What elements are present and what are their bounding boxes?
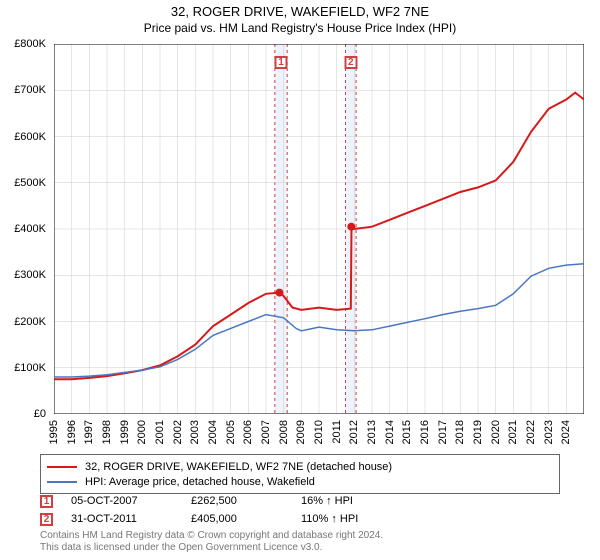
x-tick-label: 2024 [560,420,572,444]
y-tick-label: £500K [14,177,46,189]
plot-area: 12 [54,44,584,414]
x-tick-label: 2023 [543,420,555,444]
x-tick-label: 2002 [172,420,184,444]
x-tick-label: 2020 [490,420,502,444]
y-axis: £0£100K£200K£300K£400K£500K£600K£700K£80… [0,44,50,414]
y-tick-label: £600K [14,131,46,143]
event-delta: 110% ↑ HPI [301,513,421,525]
x-tick-label: 2012 [348,420,360,444]
event-date: 31-OCT-2011 [71,513,191,525]
legend-swatch [47,466,77,468]
x-tick-label: 2013 [366,420,378,444]
chart-event-marker: 2 [344,56,357,69]
x-tick-label: 2011 [331,420,343,444]
chart-subtitle: Price paid vs. HM Land Registry's House … [0,21,600,37]
x-tick-label: 1999 [119,420,131,444]
x-tick-label: 2010 [313,420,325,444]
legend-label: 32, ROGER DRIVE, WAKEFIELD, WF2 7NE (det… [85,461,392,473]
x-axis: 1995199619971998199920002001200220032004… [54,416,584,456]
x-tick-label: 2004 [207,420,219,444]
event-marker-icon: 2 [40,513,53,526]
legend: 32, ROGER DRIVE, WAKEFIELD, WF2 7NE (det… [40,454,560,494]
legend-item: 32, ROGER DRIVE, WAKEFIELD, WF2 7NE (det… [47,459,553,474]
event-price: £405,000 [191,513,301,525]
x-tick-label: 2014 [384,420,396,444]
title-block: 32, ROGER DRIVE, WAKEFIELD, WF2 7NE Pric… [0,0,600,36]
event-row: 2 31-OCT-2011£405,000110% ↑ HPI [40,510,421,528]
x-tick-label: 1997 [83,420,95,444]
x-tick-label: 2007 [260,420,272,444]
chart-container: 32, ROGER DRIVE, WAKEFIELD, WF2 7NE Pric… [0,0,600,560]
y-tick-label: £800K [14,38,46,50]
event-delta: 16% ↑ HPI [301,495,421,507]
x-tick-label: 2021 [507,420,519,444]
y-tick-label: £100K [14,362,46,374]
event-price: £262,500 [191,495,301,507]
y-tick-label: £400K [14,223,46,235]
legend-label: HPI: Average price, detached house, Wake… [85,476,315,488]
x-tick-label: 2008 [278,420,290,444]
chart-event-marker: 1 [275,56,288,69]
x-tick-label: 2019 [472,420,484,444]
x-tick-label: 2000 [136,420,148,444]
x-tick-label: 2005 [225,420,237,444]
footer-attribution: Contains HM Land Registry data © Crown c… [40,530,383,554]
event-marker-icon: 1 [40,495,53,508]
x-tick-label: 1996 [66,420,78,444]
footer-line-2: This data is licensed under the Open Gov… [40,542,383,554]
x-tick-label: 2001 [154,420,166,444]
x-tick-label: 2017 [437,420,449,444]
y-tick-label: £700K [14,84,46,96]
x-tick-label: 1995 [48,420,60,444]
footer-line-1: Contains HM Land Registry data © Crown c… [40,530,383,542]
x-tick-label: 2006 [242,420,254,444]
x-tick-label: 2003 [189,420,201,444]
event-date: 05-OCT-2007 [71,495,191,507]
chart-title: 32, ROGER DRIVE, WAKEFIELD, WF2 7NE [0,4,600,21]
y-tick-label: £300K [14,269,46,281]
x-tick-label: 2022 [525,420,537,444]
legend-swatch [47,481,77,483]
x-tick-label: 2009 [295,420,307,444]
x-tick-label: 1998 [101,420,113,444]
legend-item: HPI: Average price, detached house, Wake… [47,474,553,489]
chart-svg [54,44,584,414]
y-tick-label: £200K [14,316,46,328]
event-row: 1 05-OCT-2007£262,50016% ↑ HPI [40,492,421,510]
x-tick-label: 2015 [401,420,413,444]
x-tick-label: 2016 [419,420,431,444]
event-table: 1 05-OCT-2007£262,50016% ↑ HPI 2 31-OCT-201… [40,492,421,528]
y-tick-label: £0 [34,408,46,420]
x-tick-label: 2018 [454,420,466,444]
